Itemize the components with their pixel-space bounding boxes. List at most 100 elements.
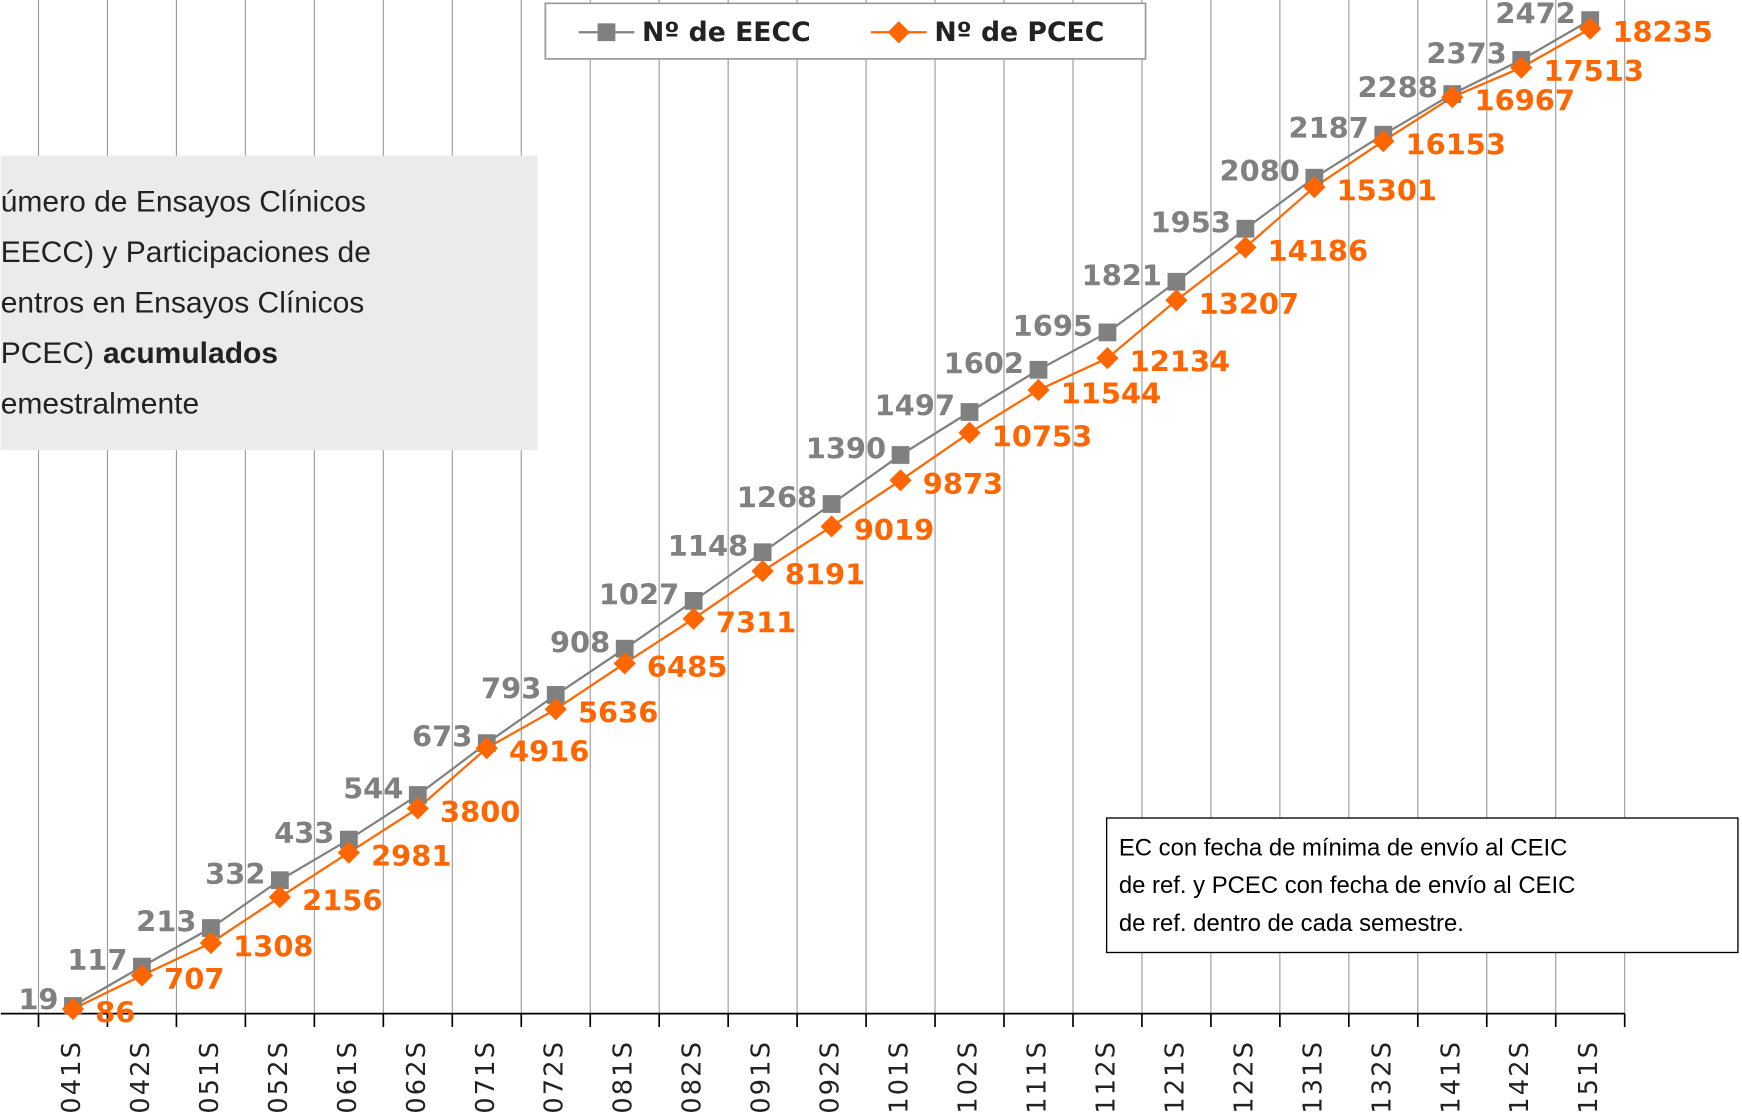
data-label: 5636 <box>578 696 658 730</box>
data-label: 13207 <box>1199 287 1299 321</box>
marker <box>1236 219 1255 238</box>
data-label: 16967 <box>1475 84 1575 118</box>
legend-label: Nº de EECC <box>642 17 811 48</box>
marker <box>1441 85 1464 109</box>
x-tick-label: 081S <box>609 1040 639 1114</box>
data-label: 2080 <box>1220 154 1300 188</box>
plot: 19 117 213 332 433 544 673 793 908 1027 1148 1268 13… <box>18 0 1713 1030</box>
marker <box>1096 347 1119 370</box>
x-tick-label: 141S <box>1436 1040 1466 1114</box>
data-label: 19 <box>18 983 58 1017</box>
marker <box>408 786 427 804</box>
x-tick-label: 131S <box>1298 1040 1328 1114</box>
data-label: 1602 <box>944 346 1024 380</box>
x-tick-label: 061S <box>333 1040 363 1114</box>
title-line: emestralmente <box>1 388 199 421</box>
data-label: 1308 <box>233 930 313 964</box>
title: úmero de Ensayos Clínicos EECC) y Partici… <box>1 185 371 420</box>
marker <box>684 591 703 610</box>
data-label: 1821 <box>1082 258 1162 292</box>
data-label: 1953 <box>1151 205 1231 239</box>
x-tick-label: 042S <box>126 1040 156 1114</box>
title-line: PCEC) acumulados <box>1 337 278 370</box>
note-box <box>1105 817 1739 954</box>
x-tick-label: 102S <box>954 1040 984 1114</box>
x-tick-label: 072S <box>540 1040 570 1114</box>
data-label: 1390 <box>806 432 886 466</box>
marker <box>1027 378 1050 402</box>
note-line: EC con fecha de mínima de envío al CEIC <box>1119 834 1568 861</box>
title-line: úmero de Ensayos Clínicos <box>1 185 366 218</box>
data-label: 16153 <box>1406 128 1506 162</box>
note-line: de ref. y PCEC con fecha de envío al CEI… <box>1119 872 1576 899</box>
marker <box>1579 17 1602 40</box>
marker <box>753 543 772 562</box>
marker <box>822 495 841 513</box>
marker <box>1167 272 1186 291</box>
data-label: 2981 <box>371 839 451 873</box>
marker <box>615 639 634 658</box>
x-tick-label: 142S <box>1505 1040 1535 1114</box>
data-label: 3800 <box>440 795 520 829</box>
marker <box>475 736 498 760</box>
note-line: de ref. dentro de cada semestre. <box>1119 910 1464 937</box>
x-tick-label: 051S <box>195 1040 225 1114</box>
data-label: 117 <box>67 943 127 977</box>
data-label: 4916 <box>509 735 589 769</box>
data-label: 332 <box>205 857 265 891</box>
data-label: 1268 <box>737 481 817 515</box>
data-label: 1695 <box>1013 309 1093 343</box>
data-label: 9873 <box>923 467 1003 501</box>
data-label: 544 <box>343 772 403 806</box>
note: EC con fecha de mínima de envío al CEIC d… <box>1119 834 1576 937</box>
data-label: 793 <box>481 671 541 705</box>
title-box <box>0 155 538 451</box>
data-label: 2472 <box>1495 0 1575 31</box>
x-tick-label: 101S <box>885 1040 915 1114</box>
legend-label: Nº de PCEC <box>934 17 1104 48</box>
title-line: EECC) y Participaciones de <box>1 236 371 269</box>
data-label: 433 <box>274 816 334 850</box>
data-label: 1497 <box>875 389 955 423</box>
data-label: 17513 <box>1543 54 1643 88</box>
data-label: 707 <box>164 962 224 996</box>
marker <box>337 841 360 864</box>
data-label: 1148 <box>668 529 748 563</box>
x-tick-label: 151S <box>1574 1040 1604 1114</box>
marker <box>270 871 289 890</box>
x-tick-label: 111S <box>1022 1040 1052 1114</box>
x-tick-label: 112S <box>1091 1040 1121 1114</box>
x-tick-label: 041S <box>57 1040 87 1114</box>
data-label: 7311 <box>716 605 796 639</box>
marker <box>889 469 912 492</box>
data-label: 6485 <box>647 650 727 684</box>
marker <box>546 686 565 704</box>
data-label: 8191 <box>785 558 865 592</box>
marker <box>751 560 774 583</box>
data-label: 9019 <box>854 513 934 547</box>
data-label: 10753 <box>992 419 1092 453</box>
data-label: 673 <box>412 720 472 754</box>
marker <box>960 403 979 421</box>
data-label: 908 <box>550 625 610 659</box>
data-label: 14186 <box>1268 234 1368 268</box>
data-label: 213 <box>136 905 196 939</box>
marker <box>1303 175 1326 199</box>
data-label: 15301 <box>1337 174 1437 208</box>
data-label: 2288 <box>1357 71 1437 105</box>
data-label: 2373 <box>1426 36 1506 70</box>
title-line: entros en Ensayos Clínicos <box>1 286 365 319</box>
x-tick-label: 092S <box>816 1040 846 1114</box>
marker <box>339 830 358 849</box>
marker <box>1234 236 1257 259</box>
title-bold: acumulados <box>103 337 278 370</box>
marker <box>597 23 616 42</box>
marker <box>1098 323 1117 342</box>
marker <box>202 919 220 937</box>
x-tick-label: 062S <box>402 1040 432 1114</box>
marker <box>1029 360 1048 379</box>
x-tick-label: 122S <box>1229 1040 1259 1114</box>
x-tick-label: 052S <box>264 1040 294 1114</box>
